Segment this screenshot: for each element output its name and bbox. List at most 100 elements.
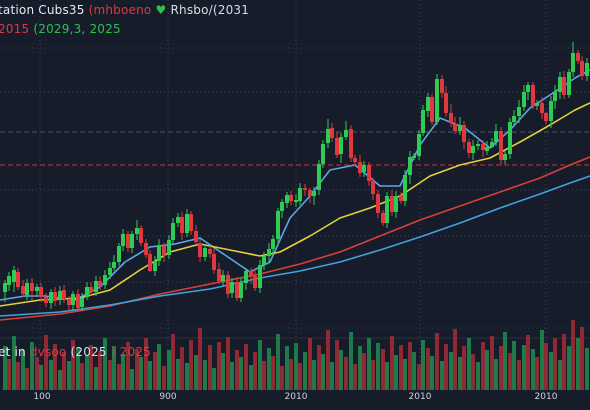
volume-bar bbox=[285, 346, 289, 390]
candle-body bbox=[494, 131, 498, 142]
volume-bar bbox=[317, 345, 321, 390]
candle-body bbox=[121, 234, 125, 246]
candle-body bbox=[312, 191, 316, 196]
candle-body bbox=[212, 254, 216, 270]
volume-bar bbox=[126, 342, 130, 390]
candle-body bbox=[76, 294, 80, 308]
candle-body bbox=[549, 101, 553, 121]
candle-body bbox=[89, 287, 93, 292]
candle-body bbox=[62, 290, 66, 299]
candle-body bbox=[453, 124, 457, 131]
volume-bar bbox=[453, 329, 457, 390]
volume-bar bbox=[258, 340, 262, 390]
volume-bar bbox=[71, 340, 75, 390]
volume-bar bbox=[444, 344, 448, 390]
volume-bar bbox=[117, 364, 121, 390]
candle-body bbox=[94, 281, 98, 292]
volume-bar bbox=[449, 352, 453, 390]
x-tick-label: 900 bbox=[159, 392, 177, 402]
volume-bar bbox=[239, 357, 243, 390]
volume-bar bbox=[558, 360, 562, 390]
volume-bar bbox=[58, 370, 62, 390]
candle-body bbox=[235, 282, 239, 298]
header-text-run: Rhsbo/(2031 bbox=[170, 3, 250, 17]
candle-body bbox=[399, 196, 403, 201]
candle-body bbox=[267, 249, 271, 256]
volume-bar bbox=[430, 356, 434, 390]
candle-body bbox=[353, 158, 357, 162]
volume-bar bbox=[53, 344, 57, 390]
volume-bar bbox=[80, 363, 84, 390]
volume-bar bbox=[121, 354, 125, 390]
x-tick-label: 100 bbox=[33, 392, 51, 402]
candle-body bbox=[517, 107, 521, 116]
candle-body bbox=[194, 231, 198, 242]
candle-body bbox=[253, 276, 257, 288]
volume-bar bbox=[226, 337, 230, 390]
candle-body bbox=[499, 131, 503, 160]
candle-body bbox=[503, 154, 507, 160]
volume-bar bbox=[267, 348, 271, 390]
candle-body bbox=[462, 125, 466, 142]
candle-body bbox=[426, 97, 430, 111]
volume-bar bbox=[135, 349, 139, 390]
header-text-run: 2015 bbox=[0, 22, 30, 36]
candle-body bbox=[412, 156, 416, 158]
volume-bar bbox=[280, 366, 284, 390]
candle-body bbox=[458, 125, 462, 131]
volume-bar bbox=[148, 361, 152, 390]
volume-bar bbox=[567, 346, 571, 390]
volume-bars bbox=[3, 320, 589, 390]
candle-body bbox=[25, 283, 29, 295]
volume-bar bbox=[458, 357, 462, 390]
volume-bar bbox=[503, 332, 507, 390]
candle-body bbox=[144, 243, 148, 255]
candle-body bbox=[276, 211, 280, 239]
volume-bar bbox=[94, 367, 98, 390]
candle-body bbox=[390, 196, 394, 212]
volume-bar bbox=[471, 354, 475, 390]
volume-bar bbox=[385, 362, 389, 390]
candle-body bbox=[394, 196, 398, 212]
candle-body bbox=[385, 196, 389, 223]
candle-body bbox=[244, 271, 248, 283]
header-text-run: (2029,3, 2025 bbox=[29, 22, 121, 36]
volume-bar bbox=[308, 338, 312, 390]
volume-bar bbox=[230, 362, 234, 390]
candle-body bbox=[185, 214, 189, 233]
candle-body bbox=[553, 92, 557, 101]
volume-bar bbox=[7, 359, 11, 390]
candle-body bbox=[80, 298, 84, 307]
volume-bar bbox=[303, 352, 307, 390]
volume-bar bbox=[253, 352, 257, 390]
candle-body bbox=[103, 275, 107, 285]
candle-body bbox=[157, 246, 161, 261]
volume-bar bbox=[435, 333, 439, 390]
volume-bar bbox=[499, 346, 503, 390]
volume-bar bbox=[462, 346, 466, 390]
volume-bar bbox=[235, 350, 239, 390]
candle-body bbox=[176, 217, 180, 223]
volume-bar bbox=[321, 354, 325, 390]
volume-bar bbox=[508, 353, 512, 390]
candle-body bbox=[108, 268, 112, 275]
volume-bar bbox=[562, 334, 566, 390]
volume-bar bbox=[326, 330, 330, 390]
volume-bar bbox=[576, 338, 580, 390]
volume-bar bbox=[171, 334, 175, 390]
x-tick-label: 2010 bbox=[534, 392, 558, 402]
volume-bar bbox=[476, 362, 480, 390]
candle-body bbox=[148, 254, 152, 271]
volume-bar bbox=[212, 368, 216, 390]
candle-body bbox=[58, 291, 62, 300]
candle-body bbox=[198, 243, 202, 257]
volume-bar bbox=[540, 330, 544, 390]
candle-body bbox=[308, 190, 312, 196]
candle-body bbox=[285, 195, 289, 203]
candle-body bbox=[217, 269, 221, 281]
volume-bar bbox=[485, 350, 489, 390]
volume-bar bbox=[571, 320, 575, 390]
candle-body bbox=[471, 146, 475, 153]
candle-body bbox=[16, 272, 20, 287]
